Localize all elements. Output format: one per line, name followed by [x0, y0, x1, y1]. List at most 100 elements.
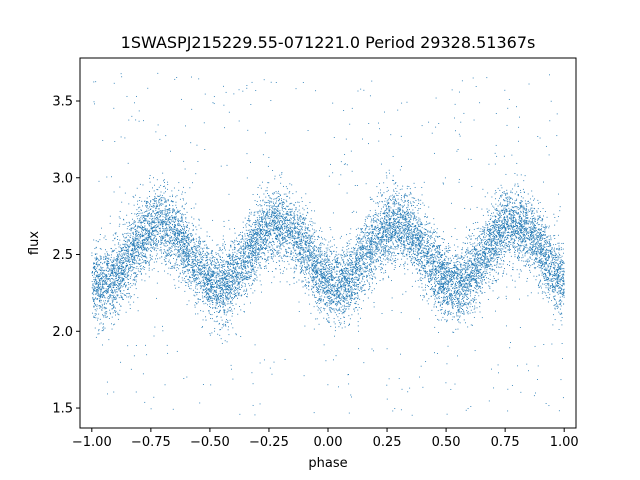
data-point [560, 262, 562, 263]
data-point [113, 267, 115, 269]
data-point [254, 248, 256, 250]
data-point [468, 252, 470, 254]
data-point [340, 269, 342, 271]
data-point [100, 291, 102, 293]
data-point [166, 218, 167, 220]
data-point [358, 274, 360, 276]
data-point [397, 208, 399, 210]
data-point [183, 231, 184, 233]
data-point [179, 232, 181, 234]
data-point [105, 278, 107, 280]
data-point [309, 234, 311, 236]
data-point [202, 278, 204, 280]
data-point [411, 216, 413, 218]
data-point [489, 251, 491, 253]
data-point [553, 272, 555, 274]
data-point [542, 271, 544, 273]
data-point [355, 282, 357, 284]
data-point [316, 263, 318, 265]
data-point [271, 212, 273, 213]
data-point [556, 291, 558, 293]
data-point [348, 270, 350, 272]
data-point [220, 316, 222, 318]
data-point [551, 290, 553, 292]
data-point [273, 233, 275, 235]
data-point [346, 278, 348, 280]
data-point [123, 270, 124, 271]
data-point [464, 280, 466, 282]
data-point [120, 281, 121, 283]
data-point [505, 229, 507, 231]
data-point [158, 216, 160, 218]
data-point [416, 216, 418, 218]
data-point [529, 229, 531, 231]
data-point [276, 252, 278, 254]
data-point [366, 276, 368, 278]
data-point [561, 289, 563, 291]
data-point [142, 215, 144, 217]
data-point [101, 227, 102, 229]
data-point [386, 384, 388, 386]
data-point [272, 215, 274, 217]
data-point [543, 249, 545, 251]
data-point [206, 281, 208, 282]
data-point [176, 259, 177, 261]
data-point [403, 250, 405, 252]
data-point [371, 80, 373, 82]
data-point [519, 327, 521, 328]
data-point [211, 318, 213, 320]
data-point [296, 227, 298, 229]
data-point [534, 251, 536, 252]
data-point [197, 267, 199, 268]
data-point [411, 212, 413, 214]
data-point [450, 314, 452, 315]
data-point [105, 249, 106, 251]
data-point [475, 269, 477, 271]
data-point [348, 240, 350, 242]
data-point [298, 237, 300, 238]
data-point [392, 218, 394, 220]
data-point [347, 285, 349, 287]
data-point [387, 252, 389, 254]
data-point [157, 224, 159, 226]
data-point [400, 222, 402, 224]
data-point [427, 260, 429, 262]
data-point [255, 255, 257, 257]
data-point [297, 211, 299, 213]
data-point [189, 275, 190, 277]
data-point [533, 395, 535, 397]
data-point [373, 220, 375, 222]
data-point [480, 274, 482, 276]
data-point [534, 244, 536, 246]
data-point [406, 255, 408, 257]
data-point [329, 261, 331, 263]
data-point [303, 259, 305, 261]
data-point [106, 293, 108, 295]
data-point [389, 231, 391, 233]
data-point [326, 272, 328, 273]
data-point [397, 210, 399, 212]
data-point [443, 274, 445, 276]
data-point [497, 224, 499, 226]
data-point [249, 275, 251, 277]
data-point [166, 229, 168, 231]
data-point [241, 279, 243, 280]
data-point [544, 265, 546, 267]
data-point [525, 247, 527, 248]
data-point [98, 299, 100, 301]
data-point [423, 265, 425, 267]
data-point [357, 286, 359, 288]
data-point [182, 252, 184, 254]
data-point [103, 316, 105, 318]
data-point [504, 229, 506, 231]
data-point [395, 201, 397, 203]
data-point [132, 256, 134, 258]
data-point [486, 277, 487, 279]
data-point [189, 255, 191, 257]
data-point [108, 318, 110, 319]
data-point [208, 297, 210, 299]
data-point [273, 212, 275, 214]
data-point [284, 231, 286, 233]
data-point [228, 261, 230, 263]
data-point [408, 194, 410, 196]
